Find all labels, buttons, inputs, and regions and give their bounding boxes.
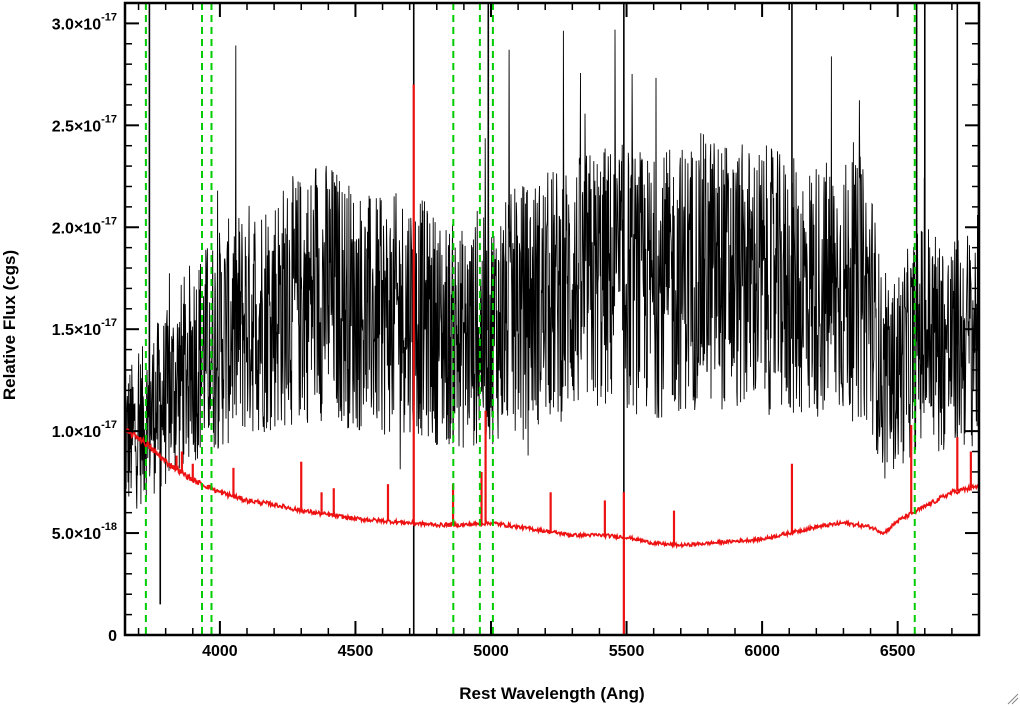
x-axis-label: Rest Wavelength (Ang) [459,684,644,703]
x-tick-label-2: 5000 [473,643,509,660]
x-axis: 4000 4500 5000 5500 6000 6500 [137,3,980,660]
resize-grip-icon[interactable] [1007,693,1019,705]
series-layer [125,3,979,635]
y-tick-label-3: 1.5×10-17 [52,317,117,339]
y-tick-label-0: 0 [108,628,117,645]
y-tick-label-5: 2.5×10-17 [52,113,117,135]
x-tick-label-0: 4000 [202,643,238,660]
plot-frame [123,1,981,637]
series-1 [125,84,979,635]
x-tick-label-1: 4500 [338,643,374,660]
reference-lines [144,3,916,635]
x-tick-label-5: 6500 [880,643,916,660]
y-axis-label: Relative Flux (cgs) [0,250,19,400]
y-tick-label-6: 3.0×10-17 [52,11,117,33]
series-0-line [125,29,979,509]
y-axis: 0 5.0×10-18 1.0×10-17 1.5×10-17 2.0×10-17 2.5… [52,11,979,645]
x-tick-label-3: 5500 [609,643,645,660]
y-tick-label-1: 5.0×10-18 [52,521,117,543]
series-1-line [125,428,979,550]
x-tick-label-4: 6000 [744,643,780,660]
y-tick-label-2: 1.0×10-17 [52,419,117,441]
y-tick-label-4: 2.0×10-17 [52,215,117,237]
